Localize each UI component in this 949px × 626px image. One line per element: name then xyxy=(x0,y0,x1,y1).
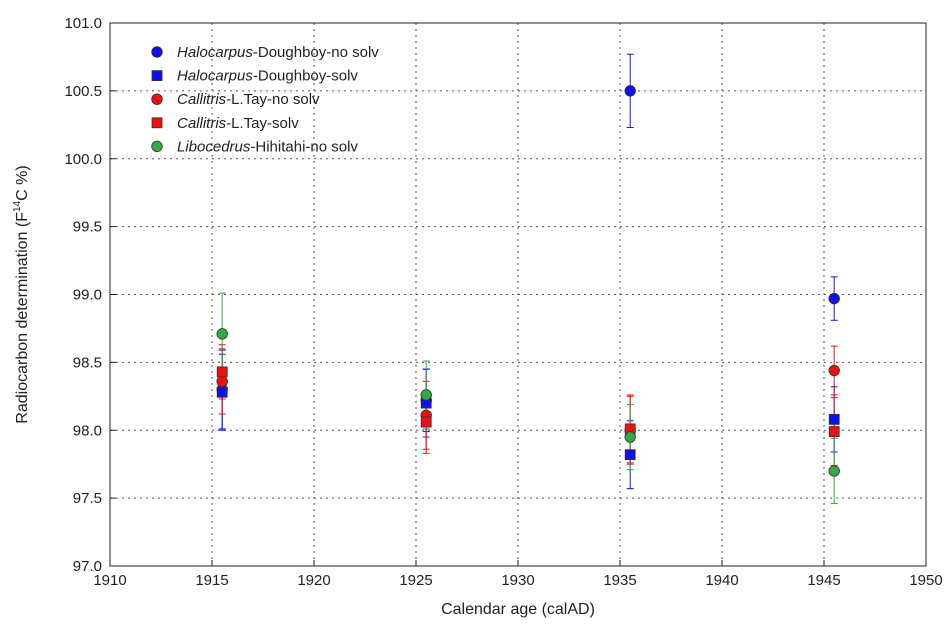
y-tick-label: 101.0 xyxy=(64,15,102,32)
y-tick-label: 97.0 xyxy=(73,558,102,575)
data-point xyxy=(828,426,840,438)
grid xyxy=(110,23,926,566)
data-point xyxy=(828,465,840,477)
y-axis: 97.0 97.5 98.0 98.5 99.0 99.5 100.0 100.5 101.0 xyxy=(64,15,116,575)
y-tick-label: 99.5 xyxy=(73,219,102,236)
data-point xyxy=(420,389,432,401)
legend-label: Libocedrus-Hihitahi-no solv xyxy=(177,138,358,155)
x-tick-label: 1935 xyxy=(603,572,636,589)
legend-entry: Halocarpus-Doughboy-solv xyxy=(151,68,358,85)
legend-entry: Halocarpus-Doughboy-no solv xyxy=(151,44,379,61)
legend-label: Callitris-L.Tay-solv xyxy=(177,115,299,132)
data-point xyxy=(624,85,636,97)
data-point xyxy=(216,375,228,388)
data-point xyxy=(624,449,636,461)
data-point xyxy=(216,386,228,398)
legend-label: Callitris-L.Tay-no solv xyxy=(177,91,320,108)
data-point xyxy=(420,416,432,428)
x-axis: 1910 1915 1920 1925 1930 1935 1940 1945 1950 xyxy=(93,560,943,589)
y-tick-label: 100.0 xyxy=(64,151,102,168)
y-tick-label: 98.0 xyxy=(73,422,102,439)
legend-marker xyxy=(151,46,163,58)
data-point xyxy=(828,413,840,425)
y-tick-label: 97.5 xyxy=(73,490,102,507)
legend-marker xyxy=(151,140,163,153)
x-tick-label: 1915 xyxy=(195,572,228,589)
legend-marker xyxy=(151,93,163,105)
y-tick-label: 100.5 xyxy=(64,83,102,100)
y-axis-label-unit: C %) xyxy=(14,165,31,201)
legend-entry: Callitris-L.Tay-solv xyxy=(151,115,299,132)
y-axis-label-superscript: 14 xyxy=(12,200,23,212)
data-point xyxy=(828,292,840,305)
data-point xyxy=(216,366,228,378)
x-tick-label: 1910 xyxy=(93,572,126,589)
legend: Halocarpus-Doughboy-no solv Halocarpus-Do… xyxy=(151,44,379,155)
x-axis-label: Calendar age (calAD) xyxy=(441,601,595,618)
legend-label: Halocarpus-Doughboy-no solv xyxy=(177,44,379,61)
data-series xyxy=(216,53,840,505)
x-tick-label: 1920 xyxy=(297,572,330,589)
data-point xyxy=(216,328,228,340)
x-tick-label: 1950 xyxy=(909,572,942,589)
legend-marker xyxy=(151,70,163,81)
data-point xyxy=(828,364,840,377)
legend-marker xyxy=(151,117,163,129)
x-tick-label: 1930 xyxy=(501,572,534,589)
y-axis-label-main: Radiocarbon determination (F xyxy=(14,212,31,424)
legend-entry: Libocedrus-Hihitahi-no solv xyxy=(151,138,358,155)
y-tick-label: 98.5 xyxy=(73,354,102,371)
x-tick-label: 1940 xyxy=(705,572,738,589)
x-tick-label: 1945 xyxy=(807,572,840,589)
y-tick-label: 99.0 xyxy=(73,287,102,304)
y-axis-label: Radiocarbon determination (F14C %) xyxy=(12,165,31,423)
legend-entry: Callitris-L.Tay-no solv xyxy=(151,91,320,108)
data-point xyxy=(624,431,636,443)
x-tick-label: 1925 xyxy=(399,572,432,589)
legend-label: Halocarpus-Doughboy-solv xyxy=(177,68,358,85)
